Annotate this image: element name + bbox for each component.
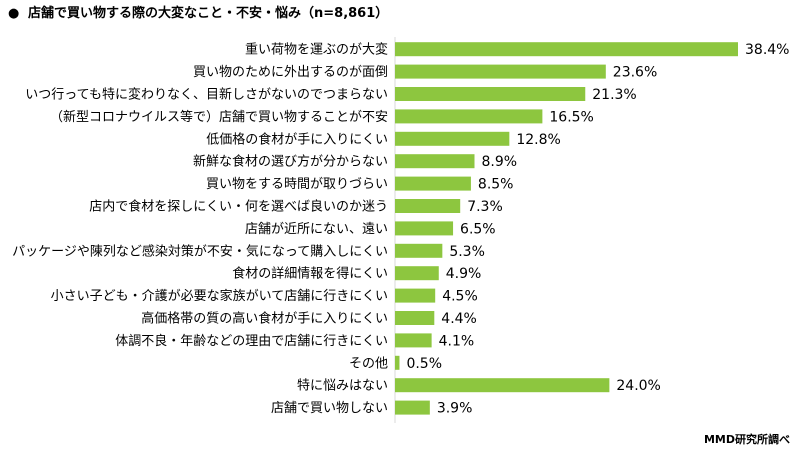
category-label: 特に悩みはない	[297, 379, 388, 394]
value-label: 4.4%	[441, 311, 477, 327]
value-label: 16.5%	[549, 109, 593, 125]
value-label: 12.8%	[516, 132, 560, 148]
category-label: （新型コロナウイルス等で）店舗で買い物することが不安	[50, 109, 388, 125]
bar	[395, 311, 435, 325]
bar	[395, 243, 443, 258]
category-label: 低価格の食材が手に入りにくい	[206, 131, 388, 147]
category-label: 小さい子ども・介護が必要な家族がいて店舗に行きにくい	[51, 288, 388, 304]
value-label: 7.3%	[467, 199, 503, 215]
category-label: 重い荷物を運ぶのが大変	[245, 42, 388, 58]
bars-group: 重い荷物を運ぶのが大変 38.4% 買い物のために外出するのが面倒 23.6% いつ行っ…	[12, 42, 789, 417]
category-label: 高価格帯の質の高い食材が手に入りにくい	[141, 311, 388, 327]
category-label: その他	[349, 356, 388, 371]
category-label: 店舗が近所にない、遠い	[245, 222, 388, 237]
category-label: 買い物のために外出するのが面倒	[193, 65, 388, 80]
bar	[395, 355, 400, 370]
value-label: 21.3%	[592, 87, 636, 103]
value-label: 0.5%	[406, 356, 442, 372]
value-label: 4.1%	[439, 333, 475, 349]
category-label: いつ行っても特に変わりなく、目新しさがないのでつまらない	[25, 87, 388, 103]
value-label: 6.5%	[460, 221, 496, 237]
bar	[395, 176, 471, 191]
bar	[395, 131, 510, 146]
bar	[395, 333, 432, 348]
value-label: 8.9%	[481, 154, 517, 170]
bar	[395, 109, 543, 124]
value-label: 4.5%	[442, 289, 478, 305]
bar	[395, 42, 738, 57]
category-label: パッケージや陳列など感染対策が不安・気になって購入しにくい	[12, 243, 388, 259]
value-label: 24.0%	[616, 378, 660, 394]
bar	[395, 199, 461, 213]
bar	[395, 64, 606, 79]
value-label: 38.4%	[745, 42, 789, 58]
bar	[395, 221, 454, 236]
value-label: 23.6%	[613, 65, 657, 81]
bar	[395, 400, 430, 415]
bar	[395, 266, 439, 281]
category-label: 体調不良・年齢などの理由で店舗に行きにくい	[115, 333, 388, 349]
bar	[395, 87, 586, 101]
source-credit: MMD研究所調べ	[704, 432, 790, 446]
value-label: 5.3%	[449, 244, 485, 260]
value-label: 8.5%	[478, 177, 514, 193]
value-label: 3.9%	[437, 401, 473, 417]
chart-title: 店舗で買い物する際の大変なこと・不安・悩み（n=8,861）	[28, 5, 388, 21]
bar	[395, 154, 475, 169]
category-label: 買い物をする時間が取りづらい	[206, 177, 388, 192]
bar	[395, 378, 610, 393]
bar	[395, 288, 436, 303]
category-label: 食材の詳細情報を得にくい	[232, 266, 388, 282]
category-label: 店内で食材を探しにくい・何を選べば良いのか迷う	[89, 199, 388, 215]
category-label: 店舗で買い物しない	[271, 401, 388, 416]
title-bullet: ●	[8, 6, 19, 21]
value-label: 4.9%	[446, 266, 482, 282]
category-label: 新鮮な食材の選び方が分からない	[193, 154, 388, 170]
